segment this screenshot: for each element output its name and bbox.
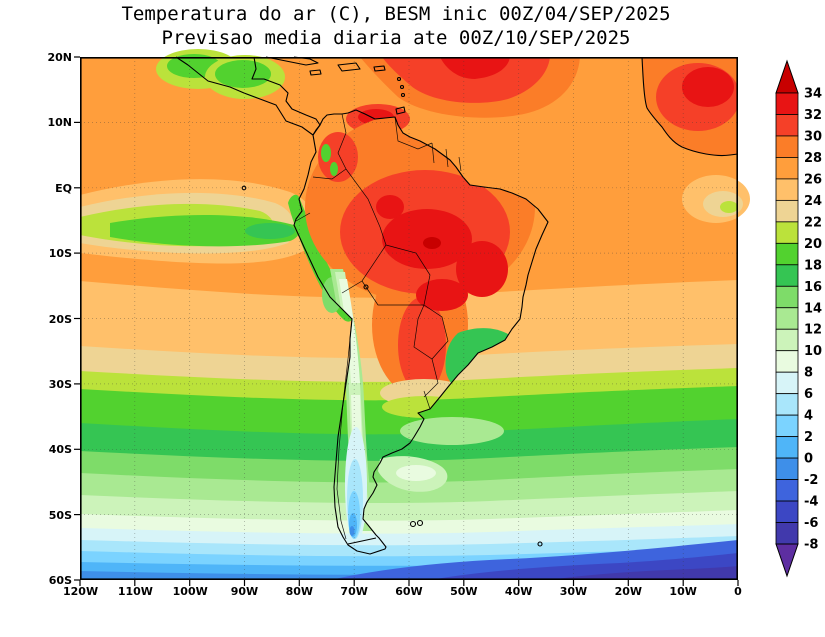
colorbar-label: -8	[804, 538, 818, 553]
colorbar-segment	[776, 157, 798, 178]
x-axis-label: 120W	[63, 585, 97, 598]
colorbar-label: 14	[804, 301, 822, 316]
y-axis-label: 30S	[49, 378, 72, 391]
colorbar-label: -4	[804, 495, 818, 510]
colorbar-label: 32	[804, 108, 822, 123]
x-axis-label: 70W	[337, 585, 371, 598]
colorbar-label: 6	[804, 387, 813, 402]
colorbar-label: 2	[804, 430, 813, 445]
colorbar-segment	[776, 243, 798, 264]
colorbar-segment	[776, 308, 798, 329]
x-axis-label: 10W	[666, 585, 700, 598]
colorbar-segment	[776, 286, 798, 307]
chart-title: Temperatura do ar (C), BESM inic 00Z/04/…	[0, 2, 792, 50]
y-axis-label: 20S	[49, 313, 72, 326]
colorbar-segment	[776, 372, 798, 393]
colorbar-segment	[776, 179, 798, 200]
colorbar-arrow-top	[776, 61, 798, 93]
colorbar-segment	[776, 394, 798, 415]
colorbar-label: 8	[804, 366, 813, 381]
colorbar-label: 30	[804, 129, 822, 144]
x-axis-label: 20W	[611, 585, 645, 598]
y-axis-labels: 20N10NEQ10S20S30S40S50S60S	[0, 57, 76, 580]
colorbar-label: -6	[804, 516, 818, 531]
colorbar-label: 10	[804, 344, 822, 359]
colorbar-segment	[776, 480, 798, 501]
y-axis-label: 10S	[49, 247, 72, 260]
y-axis-label: 10N	[47, 116, 72, 129]
y-axis-label: 20N	[47, 51, 72, 64]
colorbar-label: 12	[804, 323, 822, 338]
x-axis-label: 110W	[118, 585, 152, 598]
x-axis-label: 40W	[502, 585, 536, 598]
colorbar-label: 22	[804, 215, 822, 230]
colorbar-segment	[776, 222, 798, 243]
x-axis-label: 80W	[282, 585, 316, 598]
x-axis-label: 30W	[556, 585, 590, 598]
colorbar-scale: 3432302826242220181614121086420-2-4-6-8	[770, 57, 825, 583]
colorbar-segment	[776, 329, 798, 350]
x-axis-label: 90W	[227, 585, 261, 598]
colorbar-label: 4	[804, 409, 813, 424]
colorbar-label: -2	[804, 473, 818, 488]
y-axis-label: 50S	[49, 509, 72, 522]
chart-title-line2: Previsao media diaria ate 00Z/10/SEP/202…	[0, 26, 792, 50]
colorbar-segment	[776, 501, 798, 522]
weather-map-figure: Temperatura do ar (C), BESM inic 00Z/04/…	[0, 0, 825, 637]
y-axis-label: 40S	[49, 443, 72, 456]
x-axis-label: 100W	[173, 585, 207, 598]
colorbar-segment	[776, 415, 798, 436]
y-axis-label: EQ	[55, 182, 72, 195]
temperature-map	[80, 57, 738, 580]
colorbar-label: 16	[804, 280, 822, 295]
colorbar-segment	[776, 136, 798, 157]
x-axis-label: 60W	[392, 585, 426, 598]
chart-title-line1: Temperatura do ar (C), BESM inic 00Z/04/…	[0, 2, 792, 26]
colorbar-label: 0	[804, 452, 813, 467]
map-plot-area	[80, 57, 738, 580]
colorbar-segment	[776, 523, 798, 544]
colorbar-label: 18	[804, 258, 822, 273]
colorbar-label: 34	[804, 87, 822, 102]
colorbar-segment	[776, 114, 798, 135]
colorbar-segment	[776, 93, 798, 114]
colorbar-label: 28	[804, 151, 822, 166]
colorbar-label: 24	[804, 194, 822, 209]
colorbar-segment	[776, 265, 798, 286]
colorbar-segment	[776, 458, 798, 479]
colorbar-label: 26	[804, 172, 822, 187]
x-axis-label: 50W	[447, 585, 481, 598]
colorbar-arrow-bottom	[776, 544, 798, 576]
colorbar: 3432302826242220181614121086420-2-4-6-8	[770, 57, 825, 583]
colorbar-segment	[776, 351, 798, 372]
colorbar-segment	[776, 437, 798, 458]
colorbar-segment	[776, 200, 798, 221]
colorbar-label: 20	[804, 237, 822, 252]
x-axis-label: 0	[721, 585, 755, 598]
